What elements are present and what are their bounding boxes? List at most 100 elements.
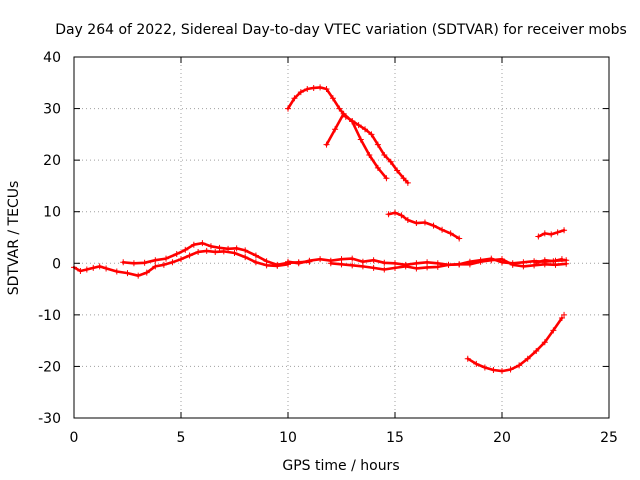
data-point [507, 366, 514, 373]
series-track [325, 112, 388, 180]
data-point [554, 229, 561, 236]
x-tick-label: 5 [177, 430, 186, 446]
data-point [520, 263, 527, 270]
x-tick-label: 25 [600, 430, 618, 446]
data-point [231, 249, 238, 256]
data-point [130, 260, 137, 267]
x-tick-label: 0 [70, 430, 79, 446]
data-point [357, 136, 364, 143]
data-point [541, 257, 548, 264]
data-point [370, 264, 377, 271]
data-point [368, 131, 375, 138]
data-point [473, 360, 480, 367]
data-point [550, 327, 557, 334]
y-tick-label: -10 [38, 308, 61, 324]
data-point [488, 257, 495, 264]
data-point [252, 252, 259, 259]
data-point [233, 245, 240, 252]
data-point [392, 264, 398, 271]
data-point [338, 256, 345, 263]
data-point [306, 257, 313, 264]
data-point [152, 263, 159, 270]
data-point [242, 254, 249, 261]
data-series [71, 84, 570, 375]
data-point [216, 244, 223, 251]
data-point [374, 141, 381, 148]
data-point [317, 256, 324, 263]
data-point [541, 230, 548, 237]
data-point [135, 272, 142, 279]
series-track [466, 316, 564, 373]
data-point [285, 105, 291, 112]
data-point [163, 255, 170, 262]
data-point [524, 355, 531, 362]
data-point [77, 268, 84, 275]
data-point [336, 105, 343, 112]
data-point [304, 85, 311, 92]
data-point [291, 95, 298, 102]
data-point [558, 314, 565, 321]
data-point [252, 259, 259, 266]
data-point [143, 269, 150, 276]
chart-title: Day 264 of 2022, Sidereal Day-to-day VTE… [55, 22, 627, 38]
data-point [96, 263, 103, 270]
data-point [160, 261, 167, 268]
data-point [533, 259, 540, 266]
data-point [182, 246, 189, 253]
data-point [207, 243, 214, 250]
data-point [394, 167, 401, 174]
data-point [550, 258, 557, 265]
data-point [456, 261, 463, 268]
series-arc-late [535, 227, 568, 240]
series-track [387, 211, 461, 240]
data-point [83, 266, 90, 273]
data-point [338, 261, 345, 268]
data-point [359, 263, 366, 270]
data-point [434, 263, 441, 270]
data-point [466, 261, 473, 268]
data-point [413, 265, 420, 272]
data-point [297, 89, 304, 96]
series-arc-ten [385, 209, 463, 242]
data-point [381, 259, 388, 266]
y-tick-label: 20 [43, 153, 61, 169]
x-axis-label: GPS time / hours [282, 458, 399, 474]
data-point [430, 222, 437, 229]
y-tick-label: 30 [43, 102, 61, 118]
data-point [120, 259, 127, 266]
data-point [212, 248, 219, 255]
data-point [535, 233, 542, 240]
data-point [366, 151, 373, 158]
data-point [332, 126, 339, 133]
data-point [173, 251, 180, 258]
data-point [242, 247, 249, 254]
series-arc-rise-fall [323, 110, 390, 182]
data-point [499, 368, 505, 375]
data-point [169, 259, 176, 266]
y-tick-label: 40 [43, 50, 61, 66]
series-arc-main-low [71, 247, 291, 279]
data-point [124, 270, 131, 277]
data-point [533, 347, 540, 354]
data-point [323, 141, 330, 148]
data-point [349, 118, 356, 125]
data-point [381, 266, 388, 273]
data-point [317, 84, 324, 91]
data-point [424, 259, 431, 266]
data-point [310, 84, 317, 91]
series-track [534, 257, 564, 265]
data-point [516, 362, 523, 369]
data-point [295, 260, 302, 267]
data-point [499, 256, 505, 263]
data-point [561, 227, 568, 234]
data-point [225, 245, 232, 252]
series-track [121, 241, 311, 267]
data-point [195, 248, 202, 255]
data-point [203, 247, 210, 254]
data-point [385, 211, 392, 218]
data-point [548, 231, 555, 238]
series-isolated [561, 311, 568, 318]
data-point [439, 226, 446, 233]
series-arc-main-high [120, 240, 313, 268]
data-point [398, 212, 405, 219]
